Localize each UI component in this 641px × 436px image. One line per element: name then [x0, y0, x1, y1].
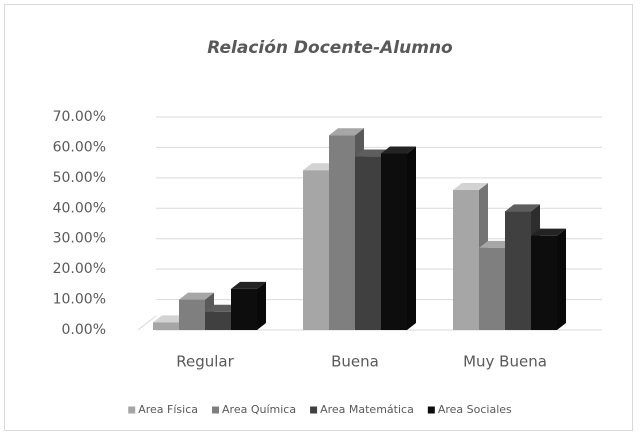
legend-swatch — [128, 406, 136, 414]
bar-front — [453, 190, 479, 330]
y-tick-label: 50.00% — [53, 170, 106, 186]
bar-front — [479, 247, 505, 330]
legend-label: Area Física — [138, 403, 198, 416]
bar-top — [531, 228, 566, 236]
bar — [231, 281, 266, 330]
bar-side — [407, 146, 416, 330]
bar-top — [231, 281, 266, 289]
bar-front — [231, 288, 257, 330]
bar-side — [557, 228, 566, 330]
bar-front — [303, 170, 329, 330]
floor-edge — [137, 315, 157, 331]
bar-side — [257, 281, 266, 330]
bar-front — [505, 211, 531, 330]
y-tick-label: 30.00% — [53, 231, 106, 247]
bar-front — [329, 135, 355, 330]
bar-top — [329, 128, 364, 136]
bar-top — [505, 204, 540, 212]
y-tick-label: 40.00% — [53, 200, 106, 216]
bar-front — [531, 235, 557, 330]
bar-front — [179, 299, 205, 330]
y-tick-label: 60.00% — [53, 139, 106, 155]
bar-front — [205, 311, 231, 330]
legend-label: Area Matemática — [320, 403, 414, 416]
bar-front — [381, 153, 407, 330]
legend-label: Area Química — [222, 403, 296, 416]
legend-swatch — [212, 406, 220, 414]
bar-top — [381, 146, 416, 154]
x-tick-label: Regular — [176, 353, 234, 371]
bar-front — [153, 322, 179, 330]
bar-top — [179, 292, 214, 300]
bar — [531, 228, 566, 330]
legend-swatch — [427, 406, 435, 414]
x-tick-label: Buena — [331, 353, 379, 371]
legend-label: Area Sociales — [438, 403, 512, 416]
bar-front — [355, 156, 381, 330]
y-tick-label: 10.00% — [53, 292, 106, 308]
y-tick-label: 70.00% — [53, 109, 106, 125]
bar — [381, 146, 416, 330]
y-tick-label: 0.00% — [62, 322, 106, 338]
chart-title: Relación Docente-Alumno — [207, 38, 453, 58]
y-tick-label: 20.00% — [53, 261, 106, 277]
x-tick-label: Muy Buena — [463, 353, 547, 371]
legend-swatch — [310, 406, 318, 414]
bar-top — [453, 183, 488, 191]
